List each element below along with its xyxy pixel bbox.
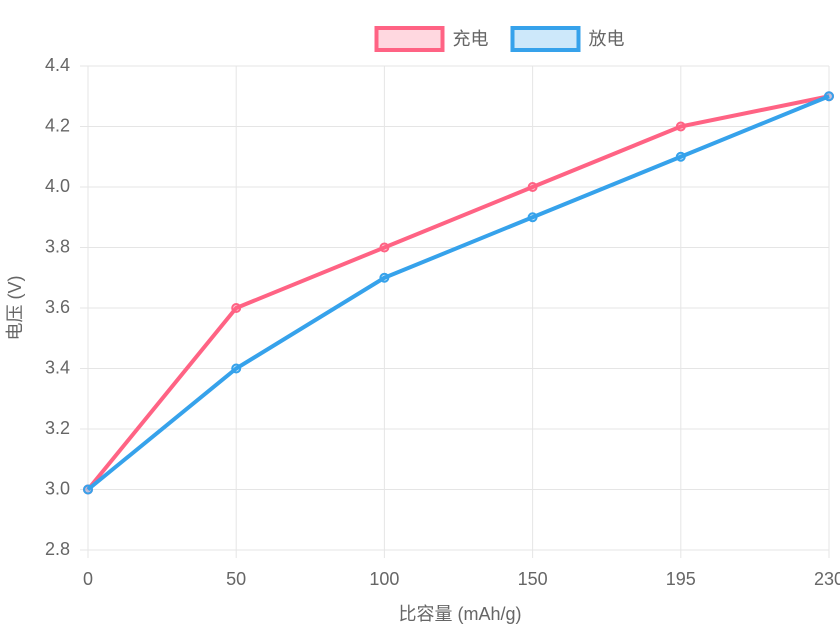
series-line	[86, 94, 830, 492]
x-tick-label: 0	[83, 569, 93, 589]
point	[675, 151, 686, 162]
y-tick-label: 4.0	[45, 176, 70, 196]
y-tick-label: 3.2	[45, 418, 70, 438]
y-tick-label: 3.8	[45, 236, 70, 256]
legend-swatch	[374, 26, 445, 52]
point	[527, 212, 538, 223]
y-tick-label: 3.0	[45, 478, 70, 498]
point	[527, 182, 538, 192]
point	[83, 484, 93, 495]
point	[379, 242, 390, 253]
point	[675, 121, 686, 132]
x-tick-label: 50	[226, 569, 246, 589]
legend-label: 充电	[453, 29, 489, 49]
point	[231, 303, 242, 313]
x-tick-label: 195	[666, 569, 696, 589]
point	[231, 363, 242, 374]
x-axis-label: 比容量 (mAh/g)	[398, 604, 521, 624]
point	[379, 272, 390, 283]
y-tick-label: 2.8	[45, 539, 70, 559]
y-axis-label: 电压 (V)	[5, 276, 25, 341]
y-tick-label: 4.4	[45, 55, 70, 75]
x-tick-label: 150	[518, 569, 548, 589]
y-tick-label: 4.2	[45, 115, 70, 135]
x-tick-label: 230	[814, 569, 840, 589]
y-tick-label: 3.6	[45, 297, 70, 317]
legend-label: 放电	[589, 29, 625, 49]
point	[824, 91, 834, 102]
y-tick-label: 3.4	[45, 357, 70, 377]
series-line	[86, 94, 830, 491]
legend-swatch	[510, 26, 581, 52]
x-tick-label: 100	[369, 569, 399, 589]
